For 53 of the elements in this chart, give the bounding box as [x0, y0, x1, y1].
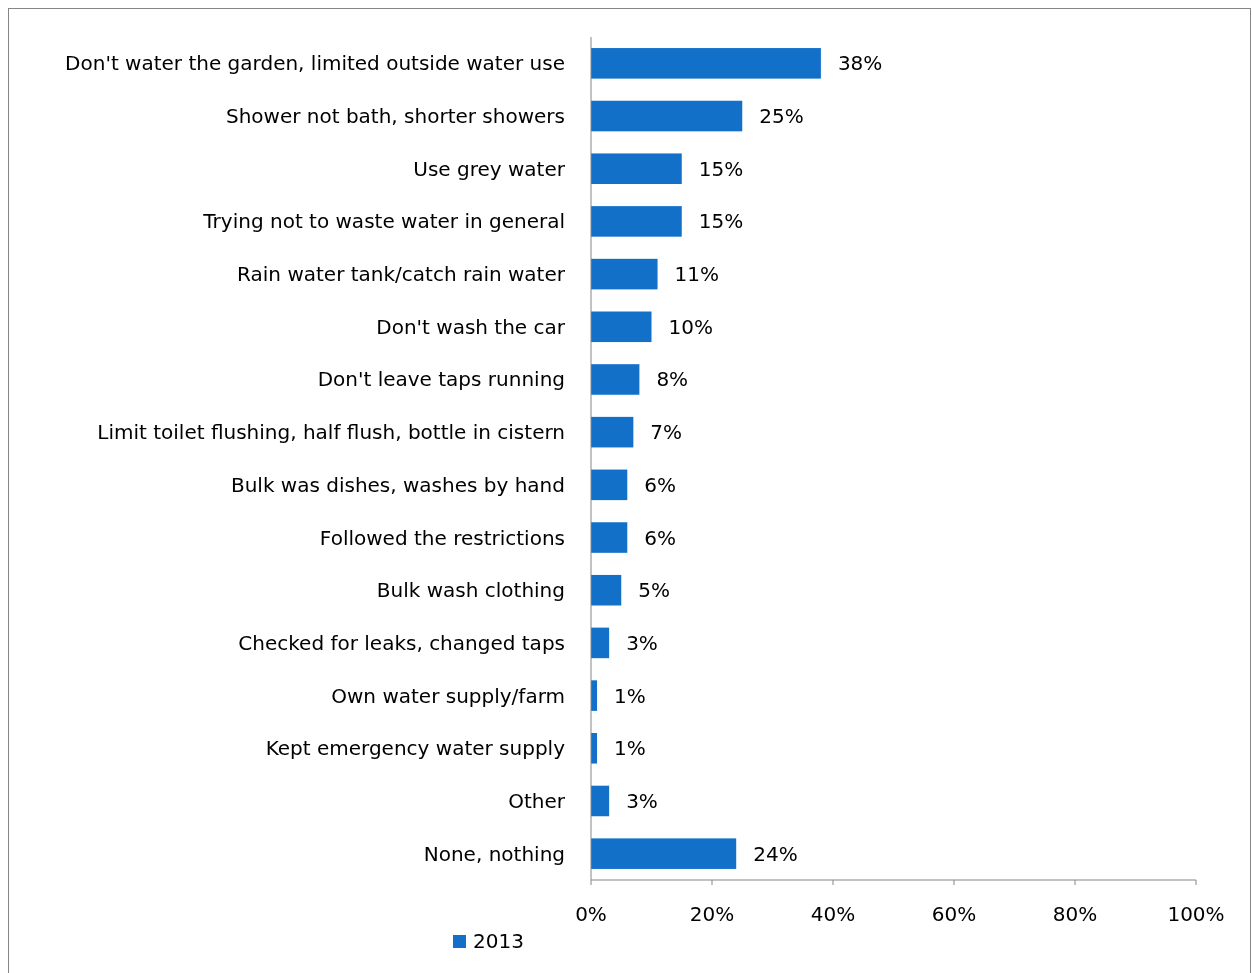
data-label: 15% [698, 209, 744, 234]
data-label: 5% [638, 578, 670, 603]
data-label: 24% [753, 841, 798, 866]
bar [591, 100, 743, 132]
y-tick-label: Bulk wash clothing [376, 578, 565, 603]
y-tick-label: Trying not to waste water in general [202, 209, 565, 234]
y-tick-label: Bulk was dishes, washes by hand [230, 472, 565, 497]
bar [591, 574, 622, 606]
x-tick-label: 0% [575, 902, 607, 926]
x-tick-label: 40% [810, 902, 856, 926]
data-label: 3% [626, 788, 658, 813]
bar [591, 838, 737, 869]
data-label: 11% [674, 262, 719, 287]
y-tick-label: None, nothing [423, 841, 565, 866]
data-label: 6% [644, 525, 677, 550]
y-tick-label: Own water supply/farm [331, 683, 565, 708]
data-label: 38% [837, 51, 883, 76]
data-label: 15% [698, 156, 744, 181]
y-tick-label: Followed the restrictions [319, 525, 565, 550]
data-label: 8% [656, 367, 689, 392]
y-tick-label: Kept emergency water supply [265, 736, 566, 761]
y-tick-label: Rain water tank/catch rain water [237, 262, 566, 287]
y-tick-label: Other [508, 788, 566, 813]
x-tick-label: 60% [931, 902, 977, 926]
x-tick-label: 100% [1167, 902, 1225, 926]
data-label: 3% [626, 630, 658, 655]
bar [591, 48, 821, 79]
x-tick-label: 80% [1052, 902, 1098, 926]
bar [591, 469, 628, 501]
bar [591, 785, 610, 817]
y-tick-label: Don't wash the car [376, 314, 566, 339]
bar [591, 627, 610, 659]
bar [591, 311, 652, 343]
y-tick-label: Limit toilet flushing, half flush, bottle in cistern [97, 420, 565, 445]
bar [591, 206, 682, 237]
data-label: 1% [614, 736, 646, 761]
data-label: 25% [759, 104, 804, 129]
y-tick-label: Use grey water [413, 156, 566, 181]
legend-label: 2013 [473, 929, 524, 953]
bar [591, 153, 682, 184]
x-tick-label: 20% [689, 902, 735, 926]
y-tick-label: Don't leave taps running [317, 367, 565, 392]
bar [591, 522, 628, 553]
y-tick-label: Don't water the garden, limited outside water use [65, 51, 565, 76]
y-tick-label: Shower not bath, shorter showers [225, 104, 565, 129]
data-label: 10% [668, 314, 713, 339]
bar [591, 258, 658, 290]
y-tick-label: Checked for leaks, changed taps [238, 630, 565, 655]
bar [591, 364, 640, 395]
data-label: 1% [614, 683, 646, 708]
data-label: 7% [650, 420, 683, 445]
bar [591, 416, 634, 448]
data-label: 6% [644, 472, 677, 497]
